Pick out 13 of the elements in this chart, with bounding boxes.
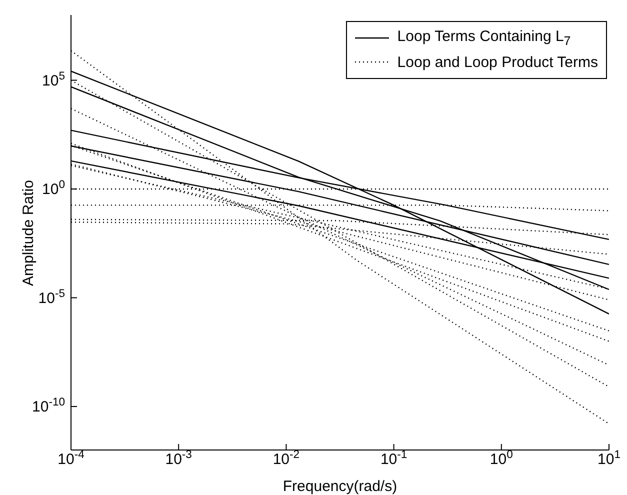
- y-tick-label: 10$^{0}$: [42, 179, 65, 198]
- x-axis-title: Frequency(rad/s): [282, 478, 398, 495]
- legend-label: Loop and Loop Product Terms: [397, 54, 598, 70]
- y-tick-label: 10$^{-10}$: [32, 396, 65, 416]
- legend-label: Loop Terms Containing L$_{7}$: [397, 28, 571, 48]
- x-tick-label: 10$^{-3}$: [165, 449, 192, 468]
- y-tick-label: 10$^{5}$: [42, 70, 65, 90]
- x-tick-label: 10$^{0}$: [490, 449, 513, 468]
- x-tick-label: 10$^{1}$: [598, 449, 620, 468]
- x-tick-label: 10$^{-4}$: [58, 449, 84, 468]
- y-tick-label: 10$^{-5}$: [38, 288, 65, 307]
- y-axis-title: Amplitude Ratio: [20, 180, 37, 286]
- x-tick-label: 10$^{-1}$: [380, 449, 408, 468]
